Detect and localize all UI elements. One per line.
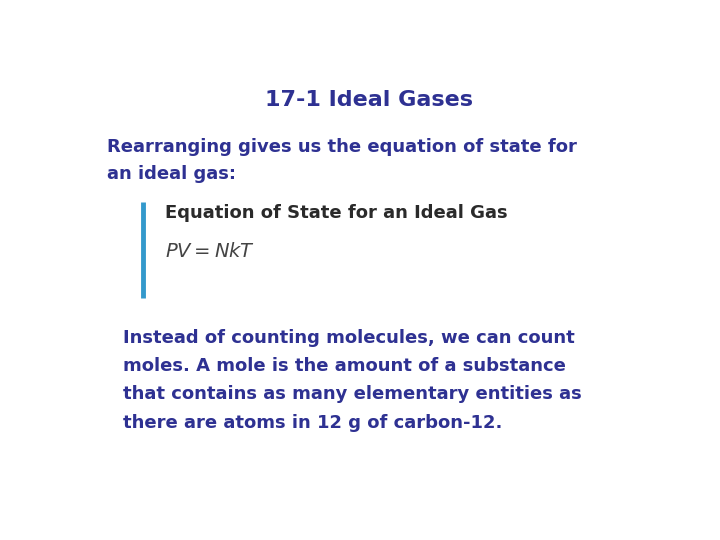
Text: moles. A mole is the amount of a substance: moles. A mole is the amount of a substan… [124,357,567,375]
Text: Rearranging gives us the equation of state for: Rearranging gives us the equation of sta… [107,138,577,156]
Text: Instead of counting molecules, we can count: Instead of counting molecules, we can co… [124,329,575,347]
Text: 17-1 Ideal Gases: 17-1 Ideal Gases [265,90,473,110]
Text: there are atoms in 12 g of carbon-12.: there are atoms in 12 g of carbon-12. [124,414,503,431]
Text: Equation of State for an Ideal Gas: Equation of State for an Ideal Gas [166,204,508,222]
Text: that contains as many elementary entities as: that contains as many elementary entitie… [124,386,582,403]
Text: an ideal gas:: an ideal gas: [107,165,235,183]
Text: $PV = NkT$: $PV = NkT$ [166,241,256,260]
